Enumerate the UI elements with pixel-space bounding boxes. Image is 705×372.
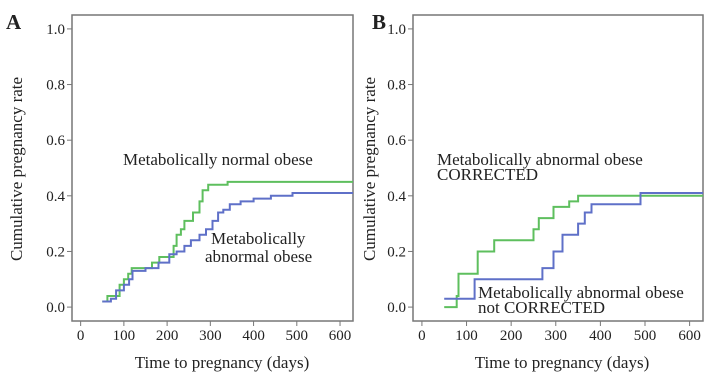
y-tick-label: 0.8	[387, 78, 406, 94]
x-ticks: 0 100 200 300 400 500 600	[418, 321, 701, 344]
annotation-abnormal-obese-line1: Metabolically	[211, 229, 306, 248]
plot-frame	[71, 14, 354, 322]
series-line-blue	[444, 192, 703, 300]
x-axis-title: Time to pregnancy (days)	[135, 353, 310, 372]
x-ticks: 0 100 200 300 400 500 600	[77, 321, 351, 344]
x-tick-label: 400	[589, 328, 612, 344]
y-tick-label: 1.0	[387, 22, 406, 38]
x-tick-label: 600	[678, 328, 701, 344]
annotation-corrected-line2: CORRECTED	[437, 165, 538, 184]
y-ticks: 0.0 0.2 0.4 0.6 0.8 1.0	[387, 22, 413, 316]
series-line-green	[102, 180, 353, 303]
plot-frame	[412, 14, 704, 322]
x-tick-label: 100	[455, 328, 478, 344]
panel-letter: A	[6, 10, 22, 34]
x-tick-label: 0	[418, 328, 426, 344]
y-axis-title: Cumulative pregnancy rate	[7, 77, 26, 261]
y-tick-label: 0.6	[46, 133, 65, 149]
panel-letter: B	[372, 10, 386, 34]
y-ticks: 0.0 0.2 0.4 0.6 0.8 1.0	[46, 22, 72, 316]
x-tick-label: 500	[286, 328, 309, 344]
x-tick-label: 0	[77, 328, 85, 344]
series-line-blue	[102, 192, 353, 303]
x-tick-label: 400	[242, 328, 265, 344]
series-line-green	[444, 194, 703, 309]
x-tick-label: 300	[545, 328, 568, 344]
x-tick-label: 200	[156, 328, 179, 344]
y-tick-label: 0.0	[387, 300, 406, 316]
y-tick-label: 1.0	[46, 22, 65, 38]
panel-a: A Cumulative pregnancy rate 0.0 0.2 0.4 0.6…	[6, 10, 354, 372]
y-tick-label: 0.8	[46, 78, 65, 94]
y-tick-label: 0.6	[387, 133, 406, 149]
annotation-not-corrected-line1: Metabolically abnormal obese	[478, 283, 684, 302]
annotation-not-corrected-line2: not CORRECTED	[478, 298, 605, 317]
y-tick-label: 0.4	[387, 189, 406, 205]
series-layer	[444, 192, 703, 309]
panel-b: B Cumulative pregnancy rate 0.0 0.2 0.4 0.6…	[360, 10, 704, 372]
x-tick-label: 600	[329, 328, 352, 344]
x-tick-label: 100	[113, 328, 136, 344]
x-tick-label: 200	[500, 328, 523, 344]
annotation-abnormal-obese-line2: abnormal obese	[205, 247, 312, 266]
y-tick-label: 0.2	[387, 244, 406, 260]
x-tick-label: 500	[634, 328, 657, 344]
annotation-corrected-line1: Metabolically abnormal obese	[437, 150, 643, 169]
y-tick-label: 0.4	[46, 189, 65, 205]
y-axis-title: Cumulative pregnancy rate	[360, 77, 379, 261]
y-tick-label: 0.2	[46, 244, 65, 260]
x-tick-label: 300	[199, 328, 222, 344]
y-tick-label: 0.0	[46, 300, 65, 316]
series-layer	[102, 180, 353, 303]
annotation-normal-obese: Metabolically normal obese	[123, 150, 313, 169]
x-axis-title: Time to pregnancy (days)	[475, 353, 650, 372]
